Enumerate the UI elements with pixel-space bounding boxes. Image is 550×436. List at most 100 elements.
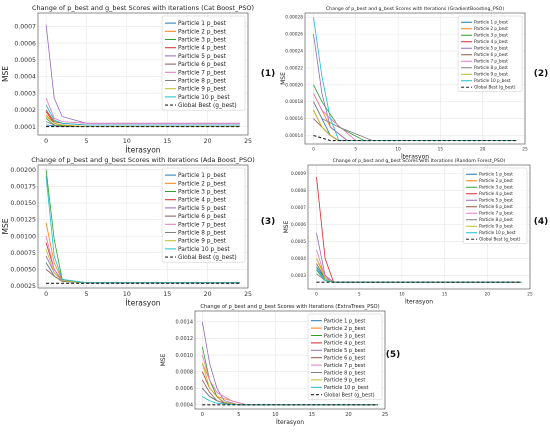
y-tick-label: 0.0001: [14, 124, 36, 131]
x-tick-label: 15: [442, 291, 448, 297]
legend-entry: Particle 7 p_best: [178, 70, 227, 76]
chart-panel-5: 0 5 10 15 20 25 0.0004 0.0006 0.0008 0.0010 0.0012…: [160, 304, 400, 426]
x-axis-label: İterasyon: [405, 298, 433, 305]
legend-entry: Particle 7 p_best: [324, 363, 365, 369]
chart-title: Change of p_best and g_best Scores with …: [200, 304, 379, 310]
legend-entry: Particle 3 p_best: [178, 190, 227, 196]
x-tick-label: 10: [123, 291, 131, 298]
legend-entry: Particle 8 p_best: [178, 79, 227, 85]
x-tick-label: 0: [44, 291, 48, 298]
y-tick-label: 0.00022: [285, 65, 303, 71]
x-tick-label: 20: [204, 291, 212, 298]
y-tick-label: 0.0002: [14, 107, 36, 114]
legend-entry: Particle 8 p_best: [178, 231, 227, 237]
legend-entry: Particle 10 p_best: [178, 95, 230, 101]
legend-entry: Particle 4 p_best: [474, 39, 508, 44]
y-tick-label: 0.0006: [291, 222, 306, 228]
legend-entry: Particle 6 p_best: [324, 355, 365, 361]
y-tick-label: 0.0008: [176, 369, 194, 375]
legend-box: [457, 15, 523, 92]
y-tick-label: 0.00025: [10, 283, 36, 290]
x-tick-label: 0: [315, 291, 318, 297]
legend-entry: Particle 1 p_best: [178, 21, 227, 27]
legend-entry: Particle 9 p_best: [479, 224, 513, 229]
legend-entry: Particle 3 p_best: [474, 33, 508, 38]
legend-entry: Particle 6 p_best: [474, 52, 508, 57]
y-tick-label: 0.0007: [291, 205, 306, 211]
legend-entry: Particle 3 p_best: [324, 333, 365, 339]
legend-entry: Particle 4 p_best: [324, 341, 365, 347]
legend-entry: Particle 5 p_best: [479, 198, 513, 203]
panel-label: (1): [261, 69, 276, 79]
axes-frame: [37, 12, 249, 136]
legend-entry: Particle 8 p_best: [324, 370, 365, 376]
panel-label: (3): [261, 217, 276, 227]
global-best-line: [313, 134, 517, 142]
x-tick-label: 5: [354, 146, 357, 152]
legend: Particle 1 p_best Particle 2 p_best Partic…: [161, 15, 246, 111]
x-axis-label: İterasyon: [125, 146, 160, 155]
x-tick-label: 20: [480, 146, 486, 152]
y-tick-label: 0.0004: [14, 74, 36, 81]
y-axis-label: MSE: [1, 218, 10, 234]
y-tick-label: 0.00150: [10, 200, 36, 207]
legend-entry: Particle 6 p_best: [178, 62, 227, 68]
y-tick-label: 0.0003: [14, 90, 36, 97]
y-axis-label: MSE: [280, 72, 287, 85]
y-tick-label: 0.00125: [10, 217, 36, 224]
x-tick-label: 10: [399, 291, 405, 297]
particle-line-10: [45, 176, 240, 284]
legend-entry: Particle 1 p_best: [324, 318, 365, 324]
legend-entry: Particle 2 p_best: [178, 181, 227, 187]
particle-line-7: [45, 98, 240, 124]
x-tick-label: 20: [204, 138, 212, 145]
chart-title: Change of p_best and g_best Scores with …: [326, 6, 505, 12]
x-tick-label: 20: [345, 412, 351, 418]
y-tick-label: 0.0004: [291, 256, 306, 262]
legend-entry: Particle 5 p_best: [178, 206, 227, 212]
panel-label: (2): [534, 69, 549, 79]
legend-entry: Particle 3 p_best: [479, 185, 513, 190]
x-tick-label: 0: [44, 138, 48, 145]
axes-frame: [37, 164, 249, 289]
legend-entry: Global Best (g_best): [479, 237, 521, 242]
x-tick-label: 25: [522, 146, 528, 152]
legend-entry: Global Best (g_best): [474, 85, 516, 90]
particle-line-10: [45, 104, 240, 126]
y-tick-label: 0.00024: [285, 49, 303, 55]
legend-entry: Particle 4 p_best: [479, 191, 513, 196]
legend-entry: Particle 2 p_best: [178, 29, 227, 35]
y-axis-label: MSE: [1, 66, 10, 82]
legend-entry: Particle 10 p_best: [178, 247, 230, 253]
chart-title: Change of p_best and g_best Scores with …: [32, 4, 254, 12]
legend-entry: Global Best (g_best): [178, 103, 237, 109]
x-tick-label: 10: [123, 138, 131, 145]
y-tick-label: 0.00020: [285, 82, 303, 88]
legend-entry: Particle 7 p_best: [479, 211, 513, 216]
y-tick-label: 0.0010: [176, 353, 194, 359]
y-tick-label: 0.00200: [10, 167, 36, 174]
y-tick-label: 0.0014: [176, 320, 194, 326]
y-tick-label: 0.00014: [285, 133, 303, 139]
y-axis-label: MSE: [160, 353, 167, 366]
legend-entry: Particle 1 p_best: [474, 20, 508, 25]
legend-entry: Particle 1 p_best: [479, 172, 513, 177]
chart-panel-2: 0 5 10 15 20 25 0.00014 0.00016 0.00018 0.00020 0.…: [280, 6, 548, 160]
legend-entry: Particle 2 p_best: [474, 26, 508, 31]
axes-frame: [307, 164, 531, 290]
chart-panel-1: 0 5 10 15 20 25 0.0001 0.0002 0.0003 0.0004 0.0005…: [1, 4, 275, 155]
x-tick-label: 15: [163, 138, 171, 145]
x-tick-label: 10: [272, 412, 278, 418]
axes-frame: [194, 310, 386, 410]
legend-entry: Particle 7 p_best: [474, 59, 508, 64]
x-axis-label: İterasyon: [125, 299, 160, 308]
x-tick-label: 25: [244, 291, 252, 298]
y-tick-label: 0.00050: [10, 267, 36, 274]
y-tick-label: 0.00018: [285, 99, 303, 105]
chart-title: Change of p_best and g_best Scores with …: [31, 156, 254, 164]
y-tick-label: 0.00075: [10, 250, 36, 257]
y-tick-label: 0.0005: [14, 57, 36, 64]
legend-entry: Global Best (g_best): [324, 392, 375, 398]
